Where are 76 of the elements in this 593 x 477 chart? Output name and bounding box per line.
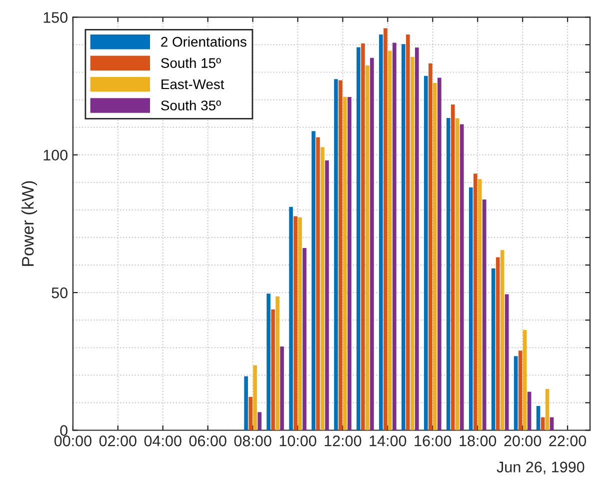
bar (294, 216, 298, 430)
bar (302, 248, 306, 430)
bar (446, 118, 450, 430)
bar (545, 388, 550, 430)
bar (468, 187, 473, 430)
bar (343, 97, 347, 430)
bar (424, 76, 428, 430)
bar (361, 43, 365, 430)
bar (280, 346, 284, 430)
bar (415, 47, 419, 430)
bar (432, 82, 437, 430)
bar (266, 294, 270, 430)
bar (388, 50, 392, 430)
bar (348, 97, 352, 430)
y-tick-label: 50 (52, 287, 68, 298)
x-tick-label: 16:00 (414, 436, 452, 446)
x-tick-label: 20:00 (504, 436, 542, 446)
y-tick-label: 100 (44, 150, 68, 161)
x-tick-label: 22:00 (549, 436, 586, 446)
bar (298, 217, 302, 430)
x-tick-label: 04:00 (144, 436, 182, 446)
bar (325, 160, 329, 430)
bar (320, 147, 324, 430)
bar (428, 63, 432, 430)
bar (253, 365, 257, 430)
bar (334, 79, 338, 430)
bar (258, 412, 262, 430)
bar (522, 330, 527, 430)
bar (482, 199, 486, 430)
x-tick-label: 06:00 (189, 436, 226, 446)
legend-label: 2 Orientations (161, 36, 246, 47)
bar (460, 124, 464, 430)
bar (500, 250, 504, 430)
bar (450, 104, 455, 430)
bar (338, 80, 342, 430)
bar (316, 137, 320, 430)
y-axis-title: Power (kW) (22, 181, 38, 266)
bar (312, 131, 316, 430)
bar (392, 42, 396, 430)
bar (379, 34, 383, 430)
bar (402, 44, 406, 430)
bar (244, 376, 248, 430)
bar (478, 179, 482, 430)
legend-label: East-West (162, 79, 224, 90)
y-tick-label: 150 (44, 12, 68, 23)
bar (527, 392, 532, 430)
bar (370, 58, 374, 430)
bar (518, 350, 522, 430)
legend-label: South 35º (161, 100, 221, 110)
bar (406, 34, 410, 430)
x-tick-label: 00:00 (54, 436, 92, 446)
x-tick-label: 08:00 (234, 436, 272, 446)
y-tick-label: 0 (60, 425, 68, 436)
bar (289, 206, 293, 430)
x-tick-label: 02:00 (99, 436, 136, 446)
bar (276, 296, 280, 430)
x-tick-label: 10:00 (280, 436, 316, 446)
bar (410, 56, 414, 430)
x-tick-label: 12:00 (324, 436, 362, 446)
bar (504, 294, 509, 430)
text: Jun 26, 1990 (496, 462, 584, 474)
bar (271, 309, 275, 430)
bar (248, 396, 252, 430)
bar (366, 65, 370, 430)
x-tick-label: 14:00 (370, 436, 406, 446)
bar (356, 47, 360, 430)
bar (384, 28, 388, 430)
legend-label: South 15º (161, 58, 221, 68)
bar (496, 257, 500, 430)
x-tick-label: 18:00 (460, 436, 496, 446)
bar (473, 174, 478, 430)
bar (437, 78, 442, 430)
bar (491, 268, 496, 430)
bar (536, 406, 540, 430)
bar (514, 356, 518, 430)
bar (455, 118, 460, 430)
